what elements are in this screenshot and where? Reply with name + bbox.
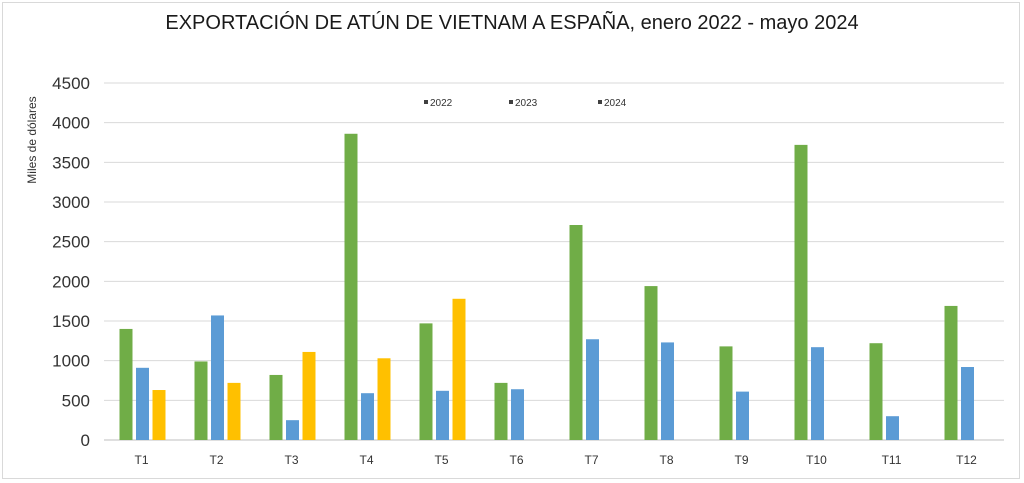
bar-2023-T2 (211, 315, 224, 440)
y-tick-label: 2000 (52, 272, 90, 291)
x-tick-label: T1 (134, 453, 148, 467)
bar-2023-T12 (961, 367, 974, 440)
bar-2024-T3 (302, 351, 316, 440)
chart-title: EXPORTACIÓN DE ATÚN DE VIETNAM A ESPAÑA,… (165, 12, 859, 34)
bar-2023-T5 (436, 390, 449, 440)
bar-2024-T2 (227, 382, 241, 440)
legend: 2022 2023 2024 (424, 98, 627, 109)
bar-2023-T4 (361, 393, 374, 440)
x-tick-label: T3 (284, 453, 298, 467)
bars (119, 133, 974, 441)
bar-2023-T8 (661, 342, 674, 440)
bar-2023-T1 (136, 367, 149, 440)
bar-2022-T6 (494, 382, 508, 440)
y-tick-label: 4000 (52, 114, 90, 133)
x-tick-label: T11 (882, 453, 902, 467)
bar-2022-T3 (269, 374, 283, 440)
y-tick-label: 1500 (52, 312, 90, 331)
legend-swatch-2022 (424, 100, 428, 104)
legend-swatch-2023 (509, 100, 513, 104)
x-tick-label: T12 (956, 453, 977, 467)
x-tick-label: T2 (209, 453, 223, 467)
y-tick-label: 2500 (52, 233, 90, 252)
bar-2023-T9 (736, 391, 749, 440)
bar-2022-T1 (119, 328, 133, 440)
legend-label-2023: 2023 (515, 98, 538, 109)
bar-2024-T5 (452, 298, 466, 440)
bar-2022-T10 (794, 144, 808, 440)
bar-2023-T11 (886, 416, 899, 440)
x-tick-label: T4 (359, 453, 373, 467)
y-tick-label: 1000 (52, 352, 90, 371)
x-tick-label: T9 (734, 453, 748, 467)
y-tick-label: 3000 (52, 193, 90, 212)
bar-2022-T4 (344, 133, 358, 441)
bar-2022-T7 (569, 225, 583, 440)
y-tick-label: 4500 (52, 74, 90, 93)
y-tick-label: 3500 (52, 153, 90, 172)
bar-2023-T6 (511, 389, 524, 440)
gridlines (104, 82, 1004, 441)
y-axis-ticks: 0 500 1000 1500 2000 2500 3000 3500 4000 4500 (52, 74, 90, 450)
legend-label-2022: 2022 (430, 98, 453, 109)
bar-2022-T11 (869, 343, 883, 440)
x-axis-ticks: T1 T2 T3 T4 T5 T6 T7 T8 T9 T10 T11 T12 (134, 453, 977, 467)
bar-2024-T1 (152, 390, 166, 440)
bar-2022-T12 (944, 305, 958, 440)
y-tick-label: 0 (81, 431, 90, 450)
bar-2022-T9 (719, 346, 733, 440)
legend-label-2024: 2024 (604, 98, 627, 109)
bar-2023-T7 (586, 339, 599, 440)
legend-swatch-2024 (598, 100, 602, 104)
bar-2022-T2 (194, 361, 208, 440)
bar-2023-T3 (286, 420, 299, 440)
x-tick-label: T7 (584, 453, 598, 467)
x-tick-label: T6 (509, 453, 523, 467)
bar-2024-T4 (377, 358, 391, 440)
x-tick-label: T10 (806, 453, 827, 467)
y-axis-label: Miles de dólares (25, 96, 39, 183)
x-tick-label: T8 (659, 453, 673, 467)
bar-2022-T5 (419, 323, 433, 440)
y-tick-label: 500 (62, 391, 90, 410)
x-tick-label: T5 (434, 453, 448, 467)
bar-2023-T10 (811, 347, 824, 440)
bar-2022-T8 (644, 286, 658, 440)
